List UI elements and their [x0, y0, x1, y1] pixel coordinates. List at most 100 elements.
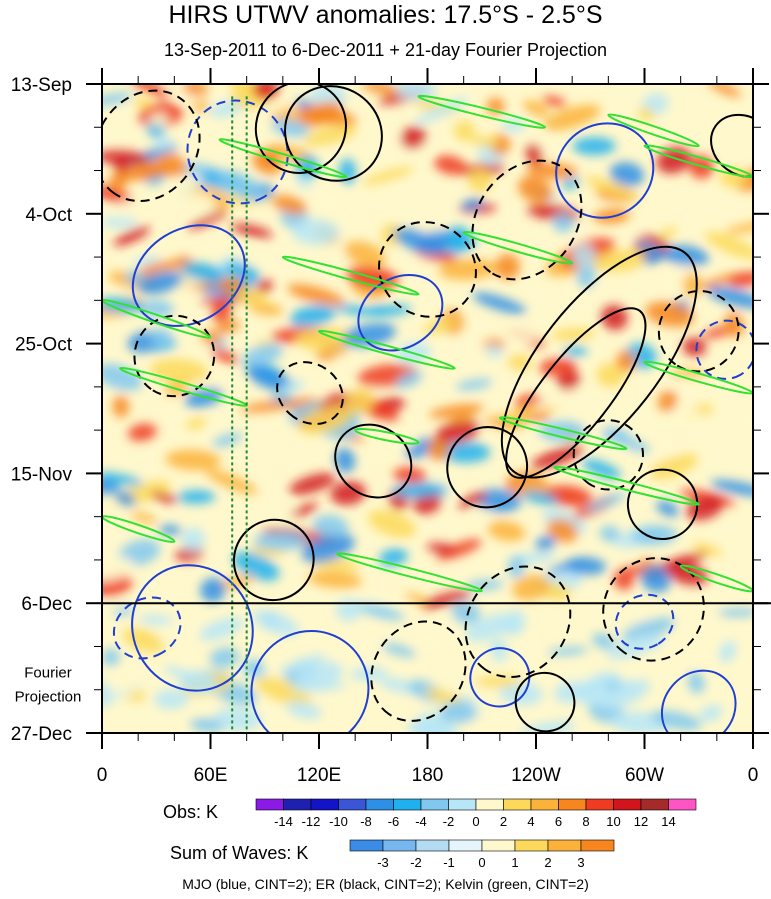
anomaly-cell: [158, 525, 182, 535]
anomaly-cell: [662, 244, 709, 267]
anomaly-cell: [552, 610, 570, 626]
anomaly-cell: [577, 263, 596, 289]
anomaly-cell: [334, 447, 356, 473]
anomaly-cell: [289, 473, 336, 495]
anomaly-cell: [507, 319, 545, 348]
anomaly-cell: [658, 435, 683, 458]
waves-colorbar-swatch: [481, 839, 516, 852]
x-tick-label: 120W: [511, 765, 561, 786]
anomaly-cell: [584, 176, 638, 199]
anomaly-cell: [344, 388, 375, 414]
anomaly-cell: [245, 366, 295, 392]
er-contour: [602, 557, 705, 662]
anomaly-cell: [198, 617, 244, 641]
waves-colorbar-level: 0: [478, 855, 485, 870]
anomaly-cell: [381, 643, 417, 657]
anomaly-cell: [261, 103, 287, 113]
anomaly-cell: [230, 223, 273, 238]
anomaly-cell: [499, 681, 543, 706]
waves-colorbar-level: -3: [377, 855, 389, 870]
anomaly-cell: [256, 279, 273, 294]
mjo-contour: [131, 224, 246, 327]
anomaly-cell: [102, 150, 148, 165]
anomaly-cell: [598, 679, 651, 709]
x-tick-label: 180: [412, 765, 444, 786]
anomaly-cell: [241, 343, 283, 368]
obs-colorbar-swatch: [503, 798, 532, 811]
anomaly-cell: [102, 472, 143, 487]
anomaly-cell: [470, 135, 501, 148]
anomaly-cell: [645, 301, 694, 328]
anomaly-cell: [472, 292, 527, 314]
anomaly-cell: [439, 701, 478, 724]
anomaly-cell: [535, 535, 556, 551]
obs-colorbar-swatch: [640, 798, 669, 811]
anomaly-cell: [271, 118, 310, 137]
obs-colorbar-swatch: [420, 798, 449, 811]
anomaly-cell: [165, 449, 222, 471]
obs-colorbar-swatch: [310, 798, 339, 811]
anomaly-cell: [307, 571, 363, 589]
kelvin-contour: [607, 113, 700, 148]
kelvin-contour: [498, 416, 628, 451]
obs-colorbar-level: 14: [661, 814, 675, 829]
anomaly-cell: [163, 666, 195, 680]
anomaly-cell: [582, 459, 622, 479]
anomaly-cell: [571, 244, 596, 269]
anomaly-cell: [138, 614, 174, 626]
obs-colorbar-label: Obs: K: [163, 802, 219, 822]
anomaly-cell: [724, 219, 753, 234]
anomaly-cell: [551, 327, 596, 341]
anomaly-cell: [728, 271, 753, 288]
anomaly-cell: [468, 167, 493, 193]
anomaly-cell: [697, 272, 743, 290]
mjo-contour: [186, 99, 289, 205]
anomaly-cell: [532, 389, 579, 411]
projection-label: Fourier: [24, 665, 72, 682]
anomaly-cell: [687, 671, 705, 694]
anomaly-cell: [408, 719, 459, 733]
obs-colorbar-swatch: [585, 798, 614, 811]
anomaly-cell: [724, 312, 744, 338]
anomaly-cell: [458, 492, 488, 508]
anomaly-cell: [413, 630, 444, 657]
anomaly-cell: [461, 198, 484, 211]
obs-colorbar-swatch: [475, 798, 504, 811]
anomaly-cell: [272, 195, 307, 215]
anomaly-cell: [494, 253, 521, 280]
anomaly-cell: [682, 337, 707, 357]
er-contour: [464, 565, 572, 678]
anomaly-cell: [391, 482, 449, 498]
anomaly-cell: [313, 189, 344, 210]
obs-colorbar-swatch: [338, 798, 367, 811]
anomaly-cell: [414, 97, 470, 125]
anomaly-cell: [526, 162, 578, 179]
anomaly-cell: [279, 654, 326, 674]
anomaly-cell: [342, 322, 396, 348]
anomaly-cell: [154, 689, 189, 710]
anomaly-cell: [456, 378, 493, 391]
anomaly-cell: [624, 565, 643, 575]
anomaly-cell: [585, 492, 627, 513]
anomaly-cell: [737, 412, 753, 430]
obs-colorbar-level: -4: [415, 814, 427, 829]
anomaly-cell: [213, 320, 241, 334]
kelvin-contour: [317, 329, 456, 370]
obs-colorbar-level: -12: [302, 814, 321, 829]
chart-subtitle: 13-Sep-2011 to 6-Dec-2011 + 21-day Fouri…: [163, 40, 608, 60]
anomaly-cell: [621, 617, 675, 641]
anomaly-cell: [424, 688, 464, 706]
x-tick-label: 60E: [194, 765, 228, 786]
anomaly-cell: [616, 350, 636, 372]
waves-colorbar-swatch: [514, 839, 549, 852]
x-tick-label: 0: [748, 765, 759, 786]
anomaly-cell: [368, 509, 416, 538]
anomaly-cell: [102, 556, 135, 582]
anomaly-cell: [426, 543, 456, 553]
obs-colorbar-level: 4: [527, 814, 534, 829]
anomaly-cell: [434, 155, 467, 175]
anomaly-cell: [190, 717, 224, 733]
obs-colorbar-swatch: [448, 798, 477, 811]
anomaly-cell: [435, 420, 481, 444]
